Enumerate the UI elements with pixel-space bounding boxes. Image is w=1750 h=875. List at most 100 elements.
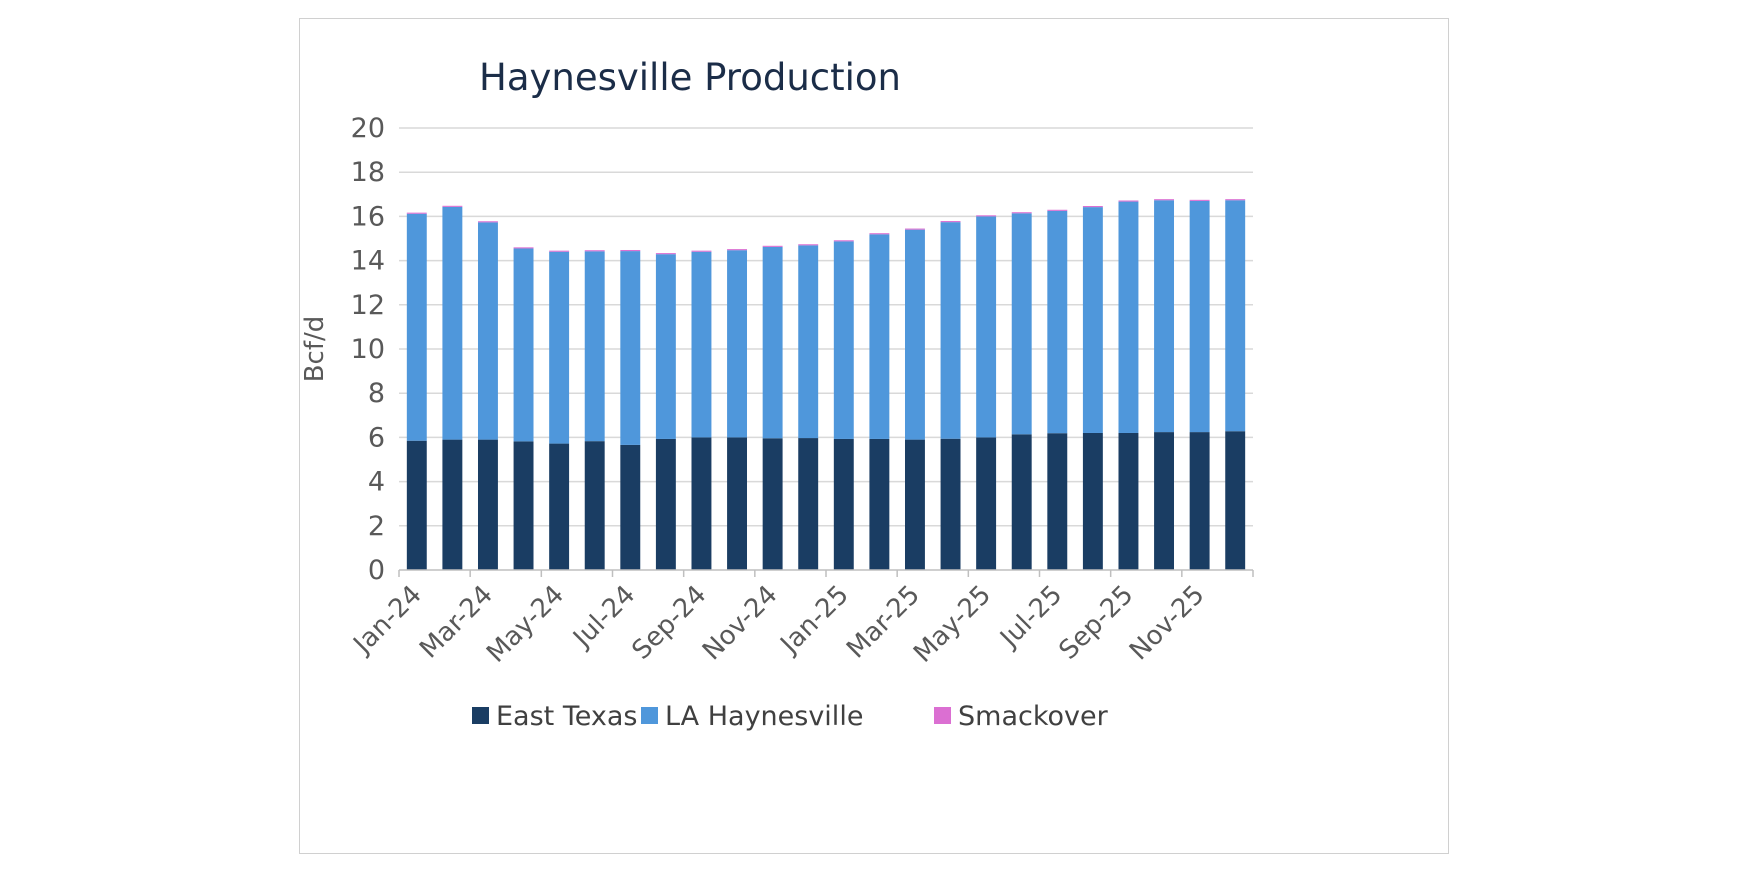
bar-la-haynesville	[1189, 200, 1210, 433]
bar-east-texas	[1118, 432, 1139, 570]
bar-la-haynesville	[1047, 210, 1068, 434]
bar-smackover	[1118, 200, 1139, 202]
legend-swatch	[472, 707, 489, 724]
y-tick-label: 2	[368, 511, 385, 542]
bar-smackover	[620, 249, 641, 252]
bar-east-texas	[727, 437, 748, 570]
bar-smackover	[513, 247, 534, 249]
y-tick-label: 6	[368, 422, 385, 453]
legend-item-smackover: Smackover	[934, 701, 1109, 732]
legend-item-east-texas: East Texas	[472, 701, 637, 732]
y-axis-label: Bcf/d	[300, 316, 330, 383]
legend: East Texas LA Haynesville Smackover	[472, 701, 1109, 732]
bar-smackover	[549, 250, 570, 252]
bar-smackover	[1189, 199, 1210, 201]
x-tick-label: Nov-24	[697, 580, 784, 667]
x-tick-label: Jan-24	[347, 580, 428, 661]
bar-la-haynesville	[442, 206, 463, 440]
bar-east-texas	[655, 438, 676, 570]
legend-label: LA Haynesville	[665, 701, 863, 732]
legend-label: Smackover	[958, 701, 1109, 732]
bar-la-haynesville	[976, 216, 997, 438]
bar-smackover	[691, 250, 712, 252]
x-tick-label: Jan-25	[774, 580, 855, 661]
bar-east-texas	[513, 441, 534, 570]
bar-smackover	[940, 221, 961, 223]
x-tick-label: Sep-24	[627, 580, 713, 666]
bar-smackover	[406, 212, 427, 214]
bar-east-texas	[1154, 432, 1175, 570]
bar-east-texas	[442, 439, 463, 570]
chart-svg: Haynesville Production 0 2 4 6 8 10 12 14 16 18 20…	[300, 56, 1254, 732]
bar-east-texas	[833, 438, 854, 570]
x-tick-label: Sep-25	[1054, 580, 1140, 666]
bar-la-haynesville	[833, 241, 854, 439]
y-tick-label: 20	[351, 113, 385, 144]
bar-smackover	[904, 228, 925, 230]
y-tick-label: 18	[351, 157, 385, 188]
bar-la-haynesville	[762, 246, 783, 439]
bar-smackover	[477, 221, 498, 223]
bar-la-haynesville	[1118, 201, 1139, 433]
bar-east-texas	[904, 439, 925, 570]
bar-smackover	[442, 205, 463, 207]
bar-east-texas	[798, 438, 819, 570]
x-tick-label: Nov-25	[1124, 580, 1211, 667]
bar-east-texas	[869, 438, 890, 570]
y-tick-labels: 0 2 4 6 8 10 12 14 16 18 20	[351, 113, 385, 586]
y-tick-label: 14	[351, 246, 385, 277]
bar-east-texas	[1189, 432, 1210, 570]
bar-east-texas	[940, 438, 961, 570]
bar-east-texas	[406, 440, 427, 570]
bar-smackover	[727, 249, 748, 251]
bar-la-haynesville	[869, 234, 890, 439]
bar-east-texas	[477, 439, 498, 570]
bar-la-haynesville	[940, 222, 961, 439]
bar-east-texas	[584, 441, 605, 570]
bars	[406, 199, 1246, 570]
x-tick-labels: Jan-24Mar-24May-24Jul-24Sep-24Nov-24Jan-…	[347, 580, 1211, 669]
x-tick-label: May-25	[908, 580, 997, 669]
bar-smackover	[798, 244, 819, 246]
bar-la-haynesville	[406, 213, 427, 441]
legend-item-la-haynesville: LA Haynesville	[641, 701, 863, 732]
bar-la-haynesville	[477, 222, 498, 440]
bar-la-haynesville	[691, 251, 712, 438]
bar-smackover	[584, 250, 605, 252]
bar-east-texas	[1011, 434, 1032, 570]
bar-east-texas	[976, 437, 997, 570]
bar-la-haynesville	[1011, 213, 1032, 435]
bar-east-texas	[1047, 433, 1068, 570]
bar-east-texas	[1225, 431, 1246, 570]
chart-frame: Haynesville Production 0 2 4 6 8 10 12 14 16 18 20…	[299, 18, 1449, 854]
bar-east-texas	[1082, 432, 1103, 570]
bar-smackover	[1011, 212, 1032, 214]
y-tick-label: 10	[351, 334, 385, 365]
bar-smackover	[976, 215, 997, 217]
bar-smackover	[1225, 199, 1246, 201]
bar-la-haynesville	[513, 248, 534, 442]
bar-la-haynesville	[1225, 200, 1246, 432]
legend-label: East Texas	[496, 701, 637, 732]
bar-la-haynesville	[798, 245, 819, 439]
gridlines	[399, 127, 1253, 527]
legend-swatch	[641, 707, 658, 724]
bar-la-haynesville	[549, 251, 570, 444]
x-tick-label: May-24	[481, 580, 570, 669]
bar-smackover	[1154, 199, 1175, 201]
bar-la-haynesville	[1082, 207, 1103, 433]
y-tick-label: 0	[368, 555, 385, 586]
bar-east-texas	[549, 443, 570, 570]
bar-la-haynesville	[904, 229, 925, 440]
bar-smackover	[869, 233, 890, 235]
chart-title: Haynesville Production	[479, 56, 901, 99]
bar-smackover	[655, 253, 676, 255]
bar-east-texas	[691, 437, 712, 570]
bar-la-haynesville	[1154, 200, 1175, 433]
bar-la-haynesville	[620, 251, 641, 445]
y-tick-label: 4	[368, 467, 385, 498]
bar-la-haynesville	[727, 250, 748, 438]
bar-la-haynesville	[655, 254, 676, 439]
bar-smackover	[1082, 206, 1103, 208]
legend-swatch	[934, 707, 951, 724]
